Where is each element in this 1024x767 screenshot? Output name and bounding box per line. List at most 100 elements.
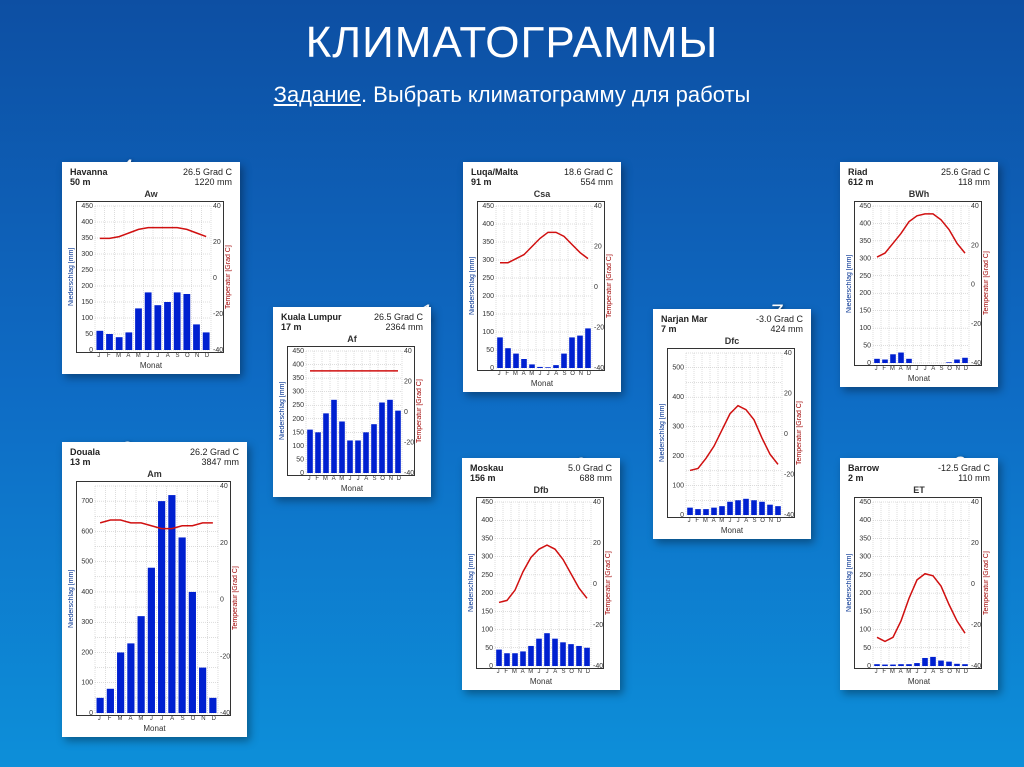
svg-text:300: 300 <box>482 257 494 264</box>
climatogram-card: Kuala Lumpur17 m 26.5 Grad C2364 mmAfNie… <box>273 307 431 497</box>
svg-text:0: 0 <box>404 409 408 416</box>
svg-text:50: 50 <box>485 645 493 652</box>
svg-text:100: 100 <box>859 626 871 633</box>
stats-label: 5.0 Grad C688 mm <box>568 464 612 484</box>
svg-text:250: 250 <box>481 572 493 579</box>
y-precip-label: Niederschlag [mm] <box>846 497 853 669</box>
svg-text:0: 0 <box>220 596 224 603</box>
svg-text:-20: -20 <box>594 324 604 331</box>
page-title: КЛИМАТОГРАММЫ <box>0 0 1024 68</box>
svg-text:400: 400 <box>81 589 93 596</box>
city-label: Riad612 m <box>848 168 874 188</box>
climatogram-card: Havanna50 m 26.5 Grad C1220 mmAwNiedersc… <box>62 162 240 374</box>
x-axis-label: Monat <box>846 675 992 686</box>
plot-svg: 050100150200250300350400450-40-2002040 <box>476 497 604 669</box>
svg-text:0: 0 <box>680 512 684 518</box>
koppen-code: Csa <box>469 188 615 201</box>
city-label: Douala13 m <box>70 448 100 468</box>
svg-text:350: 350 <box>482 239 494 246</box>
svg-text:40: 40 <box>784 350 792 357</box>
svg-text:20: 20 <box>594 243 602 250</box>
plot-svg: 050100150200250300350400450-40-2002040 <box>76 201 224 353</box>
svg-text:450: 450 <box>859 203 871 210</box>
svg-text:20: 20 <box>971 242 979 249</box>
svg-text:250: 250 <box>859 273 871 280</box>
svg-text:200: 200 <box>859 290 871 297</box>
x-axis-label: Monat <box>279 482 425 493</box>
koppen-code: Dfc <box>659 335 805 348</box>
svg-text:300: 300 <box>81 251 93 258</box>
svg-text:100: 100 <box>292 443 304 450</box>
subtitle-rest: . Выбрать климатограмму для работы <box>361 82 750 107</box>
svg-text:350: 350 <box>481 535 493 542</box>
plot-wrap: Niederschlag [mm]05010015020025030035040… <box>279 346 425 476</box>
svg-text:0: 0 <box>490 365 494 371</box>
svg-text:20: 20 <box>213 239 221 246</box>
svg-text:400: 400 <box>859 220 871 227</box>
svg-text:-20: -20 <box>593 622 603 629</box>
svg-text:-20: -20 <box>220 653 230 660</box>
y-precip-label: Niederschlag [mm] <box>468 497 475 669</box>
subtitle-label: Задание <box>274 82 361 107</box>
y-temp-label: Temperatur [Grad C] <box>416 346 423 476</box>
svg-text:400: 400 <box>481 517 493 524</box>
chart-header: Riad612 m 25.6 Grad C118 mm <box>846 166 992 188</box>
svg-text:400: 400 <box>81 219 93 226</box>
svg-text:500: 500 <box>672 365 684 372</box>
y-precip-label: Niederschlag [mm] <box>68 481 75 716</box>
svg-text:-40: -40 <box>404 470 414 476</box>
climatogram-card: Narjan Mar7 m -3.0 Grad C424 mmDfcNieder… <box>653 309 811 539</box>
chart-header: Moskau156 m 5.0 Grad C688 mm <box>468 462 614 484</box>
stats-label: 25.6 Grad C118 mm <box>941 168 990 188</box>
koppen-code: Aw <box>68 188 234 201</box>
svg-text:20: 20 <box>593 540 601 547</box>
svg-text:450: 450 <box>292 348 304 355</box>
stats-label: 18.6 Grad C554 mm <box>564 168 613 188</box>
svg-text:20: 20 <box>220 540 228 547</box>
svg-text:0: 0 <box>300 470 304 476</box>
plot-svg: 050100150200250300350400450-40-2002040 <box>854 497 982 669</box>
chart-header: Barrow2 m -12.5 Grad C110 mm <box>846 462 992 484</box>
svg-text:700: 700 <box>81 498 93 505</box>
svg-text:40: 40 <box>971 499 979 506</box>
svg-text:20: 20 <box>971 540 979 547</box>
city-label: Luqa/Malta91 m <box>471 168 518 188</box>
svg-text:40: 40 <box>593 499 601 506</box>
svg-text:100: 100 <box>482 329 494 336</box>
svg-text:-20: -20 <box>971 622 981 629</box>
svg-text:300: 300 <box>81 619 93 626</box>
climatogram-card: Luqa/Malta91 m 18.6 Grad C554 mmCsaNiede… <box>463 162 621 392</box>
svg-text:450: 450 <box>859 499 871 506</box>
city-label: Barrow2 m <box>848 464 879 484</box>
svg-text:50: 50 <box>85 331 93 338</box>
svg-text:200: 200 <box>481 590 493 597</box>
svg-text:350: 350 <box>859 535 871 542</box>
svg-text:50: 50 <box>863 342 871 349</box>
y-temp-label: Temperatur [Grad C] <box>983 201 990 366</box>
plot-wrap: Niederschlag [mm]05010015020025030035040… <box>469 201 615 371</box>
svg-text:150: 150 <box>482 311 494 318</box>
y-precip-label: Niederschlag [mm] <box>469 201 476 371</box>
svg-text:50: 50 <box>486 347 494 354</box>
chart-header: Kuala Lumpur17 m 26.5 Grad C2364 mm <box>279 311 425 333</box>
x-axis-label: Monat <box>659 524 805 535</box>
svg-text:300: 300 <box>292 388 304 395</box>
page-subtitle: Задание. Выбрать климатограмму для работ… <box>0 68 1024 108</box>
koppen-code: Af <box>279 333 425 346</box>
city-label: Moskau156 m <box>470 464 504 484</box>
svg-text:40: 40 <box>404 348 412 355</box>
svg-text:-40: -40 <box>220 710 230 716</box>
svg-text:100: 100 <box>81 680 93 687</box>
y-precip-label: Niederschlag [mm] <box>68 201 75 353</box>
svg-text:0: 0 <box>89 710 93 716</box>
climatogram-card: Moskau156 m 5.0 Grad C688 mmDfbNiedersch… <box>462 458 620 690</box>
plot-svg: 050100150200250300350400450-40-2002040 <box>477 201 605 371</box>
svg-text:0: 0 <box>971 281 975 288</box>
svg-text:0: 0 <box>784 431 788 438</box>
koppen-code: Dfb <box>468 484 614 497</box>
y-precip-label: Niederschlag [mm] <box>279 346 286 476</box>
stats-label: -12.5 Grad C110 mm <box>938 464 990 484</box>
plot-svg: 050100150200250300350400450-40-2002040 <box>287 346 415 476</box>
city-label: Havanna50 m <box>70 168 108 188</box>
svg-text:-40: -40 <box>593 663 603 669</box>
